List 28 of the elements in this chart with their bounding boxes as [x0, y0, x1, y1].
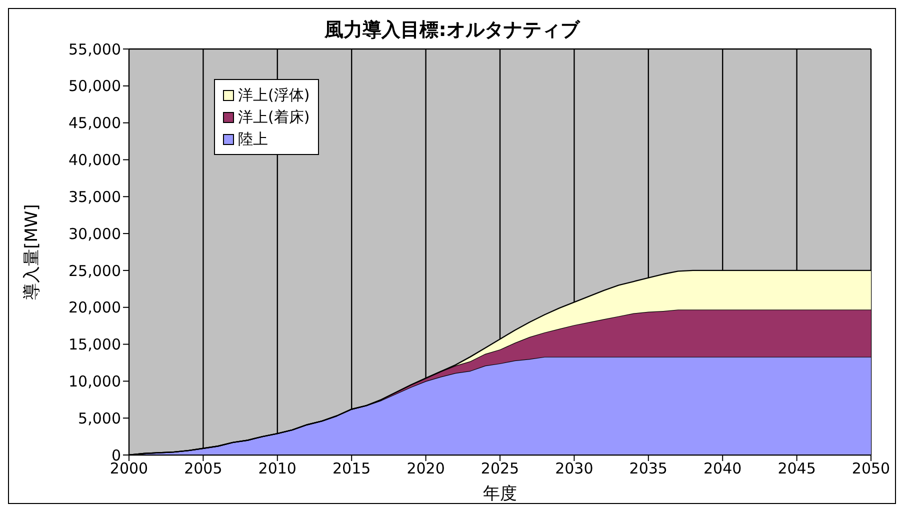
- y-tick-label: 30,000: [68, 224, 121, 243]
- y-tick-label: 10,000: [68, 372, 121, 391]
- x-axis-title: 年度: [483, 484, 517, 504]
- x-tick-label: 2025: [480, 460, 520, 478]
- y-tick-label: 45,000: [68, 114, 121, 132]
- y-tick-label: 40,000: [68, 151, 121, 170]
- chart-title: 風力導入目標:オルタナティブ: [324, 19, 580, 41]
- x-tick-label: 2050: [852, 460, 890, 478]
- x-tick-label: 2015: [332, 460, 371, 478]
- x-tick-label: 2045: [778, 460, 816, 478]
- y-tick-label: 55,000: [68, 40, 121, 58]
- y-tick-label: 5,000: [78, 409, 121, 428]
- legend-label: 陸上: [238, 130, 268, 148]
- y-tick-label: 35,000: [68, 188, 121, 206]
- x-tick-label: 2005: [184, 460, 222, 478]
- x-tick-label: 2020: [406, 460, 445, 478]
- x-tick-label: 2000: [110, 460, 148, 478]
- x-tick-label: 2040: [704, 460, 742, 478]
- x-tick-label: 2010: [258, 460, 296, 478]
- y-tick-label: 50,000: [68, 77, 121, 96]
- y-tick-label: 15,000: [68, 336, 121, 354]
- y-tick-label: 20,000: [68, 298, 121, 317]
- x-tick-label: 2035: [629, 460, 668, 478]
- x-tick-label: 2030: [555, 460, 594, 478]
- legend-label: 洋上(着床): [238, 108, 310, 126]
- y-axis-title: 導入量[MW]: [22, 204, 42, 300]
- y-tick-label: 25,000: [68, 262, 121, 280]
- legend-label: 洋上(浮体): [238, 86, 310, 104]
